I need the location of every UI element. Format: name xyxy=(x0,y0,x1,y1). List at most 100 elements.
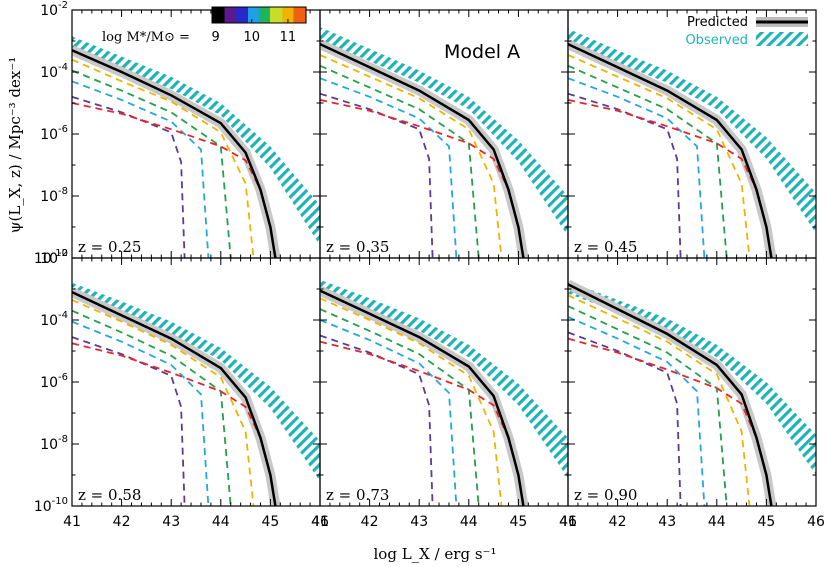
colorbar-segment xyxy=(244,7,248,23)
colorbar-segment xyxy=(284,7,287,23)
colorbar-segment xyxy=(265,7,268,23)
colorbar-segment xyxy=(251,7,254,23)
mass-bin-line xyxy=(72,58,255,258)
colorbar-segment xyxy=(274,7,277,23)
mass-bin-line xyxy=(72,320,210,506)
y-tick-label: 10-2 xyxy=(40,248,68,267)
colorbar-frame xyxy=(211,6,307,24)
x-tick-label: 44 xyxy=(708,514,726,530)
x-tick-label: 46 xyxy=(559,514,577,530)
x-tick-label: 43 xyxy=(658,514,676,530)
colorbar-segment xyxy=(260,7,263,23)
colorbar-segment xyxy=(296,7,299,23)
colorbar-segment xyxy=(269,7,273,23)
mass-bin-line xyxy=(568,294,751,506)
observed-band xyxy=(320,27,568,237)
panel-frame xyxy=(71,9,321,259)
colorbar-segment xyxy=(259,7,262,23)
mass-bin-line xyxy=(320,77,458,258)
colorbar-segment xyxy=(226,7,229,23)
x-tick-label: 46 xyxy=(807,514,825,530)
model-label: Model A xyxy=(444,41,520,63)
colorbar-segment xyxy=(266,7,269,23)
panel-frame xyxy=(71,257,321,507)
legend-observed-swatch xyxy=(756,32,808,46)
mass-bin-line xyxy=(320,334,434,506)
colorbar-segment xyxy=(298,7,301,23)
panel-z-label: z = 0.90 xyxy=(574,486,637,504)
x-tick-label: 46 xyxy=(311,514,329,530)
x-axis-title: log L_X / erg s⁻¹ xyxy=(374,545,497,563)
panel-frame xyxy=(567,257,817,507)
colorbar-segment xyxy=(279,7,282,23)
legend-observed-label: Observed xyxy=(685,33,748,48)
plot-area xyxy=(568,28,816,258)
colorbar-segment xyxy=(221,7,224,23)
mass-bin-line xyxy=(72,299,255,506)
x-tick-label: 41 xyxy=(63,514,81,530)
plot-area xyxy=(320,279,568,506)
mass-bin-line xyxy=(568,92,682,258)
colorbar-segment xyxy=(238,7,241,23)
x-tick-label: 42 xyxy=(361,514,379,530)
plot-area xyxy=(72,36,320,258)
mass-bin-line xyxy=(72,95,186,258)
legend: Predicted Observed xyxy=(685,15,808,48)
panel-z-label: z = 0.58 xyxy=(78,486,141,504)
colorbar-tick-label: 10 xyxy=(243,30,260,45)
y-axis-title: ψ(L_X, z) / Mpc⁻³ dex⁻¹ xyxy=(6,57,24,234)
colorbar-segment xyxy=(285,7,288,23)
x-tick-label: 45 xyxy=(509,514,527,530)
colorbar: log M*/M⊙ = 9 10 11 xyxy=(102,6,307,45)
observed-band xyxy=(568,281,816,475)
colorbar-segment xyxy=(293,7,296,23)
colorbar-segment xyxy=(268,7,271,23)
mass-bin-line xyxy=(320,319,458,506)
x-tick-label: 44 xyxy=(212,514,230,530)
mass-bin-line xyxy=(320,92,434,258)
colorbar-segment xyxy=(252,7,255,23)
x-tick-label: 43 xyxy=(162,514,180,530)
colorbar-segment xyxy=(235,7,238,23)
mass-bin-line xyxy=(72,102,277,258)
y-tick-label: 10-2 xyxy=(40,0,68,19)
colorbar-segment xyxy=(263,7,266,23)
colorbar-segment xyxy=(255,7,259,23)
x-tick-label: 42 xyxy=(113,514,131,530)
plot-area xyxy=(568,279,816,506)
colorbar-segment xyxy=(218,7,221,23)
colorbar-segment xyxy=(291,7,295,23)
y-tick-label: 10-4 xyxy=(40,62,68,81)
x-tick-label: 44 xyxy=(460,514,478,530)
colorbar-segment xyxy=(215,7,218,23)
mass-bin-line xyxy=(320,99,525,258)
mass-bin-line xyxy=(568,64,728,258)
x-tick-label: 42 xyxy=(609,514,627,530)
panel-6: z = 0.90 41 42 43 44 45 46 xyxy=(559,257,825,530)
mass-bin-line xyxy=(568,331,682,506)
plot-area xyxy=(72,282,320,506)
colorbar-segment xyxy=(212,7,215,23)
colorbar-segment xyxy=(222,7,226,23)
colorbar-segment xyxy=(282,7,285,23)
panel-z-label: z = 0.73 xyxy=(326,486,389,504)
panel-5: z = 0.73 41 42 43 44 45 46 xyxy=(311,257,577,530)
mass-bin-line xyxy=(568,99,773,258)
colorbar-segment xyxy=(237,7,240,23)
colorbar-segment xyxy=(299,7,302,23)
mass-bin-line xyxy=(72,80,210,258)
colorbar-segment xyxy=(224,7,227,23)
colorbar-segment xyxy=(219,7,222,23)
colorbar-segment xyxy=(262,7,265,23)
colorbar-segment xyxy=(216,7,219,23)
colorbar-segment xyxy=(233,7,237,23)
y-tick-label: 10-6 xyxy=(40,372,68,391)
colorbar-segment xyxy=(280,7,284,23)
colorbar-segment xyxy=(254,7,257,23)
mass-bin-line xyxy=(320,64,480,258)
colorbar-segment xyxy=(287,7,290,23)
mass-bin-line xyxy=(72,336,186,506)
panel-3: z = 0.45 xyxy=(567,9,817,259)
